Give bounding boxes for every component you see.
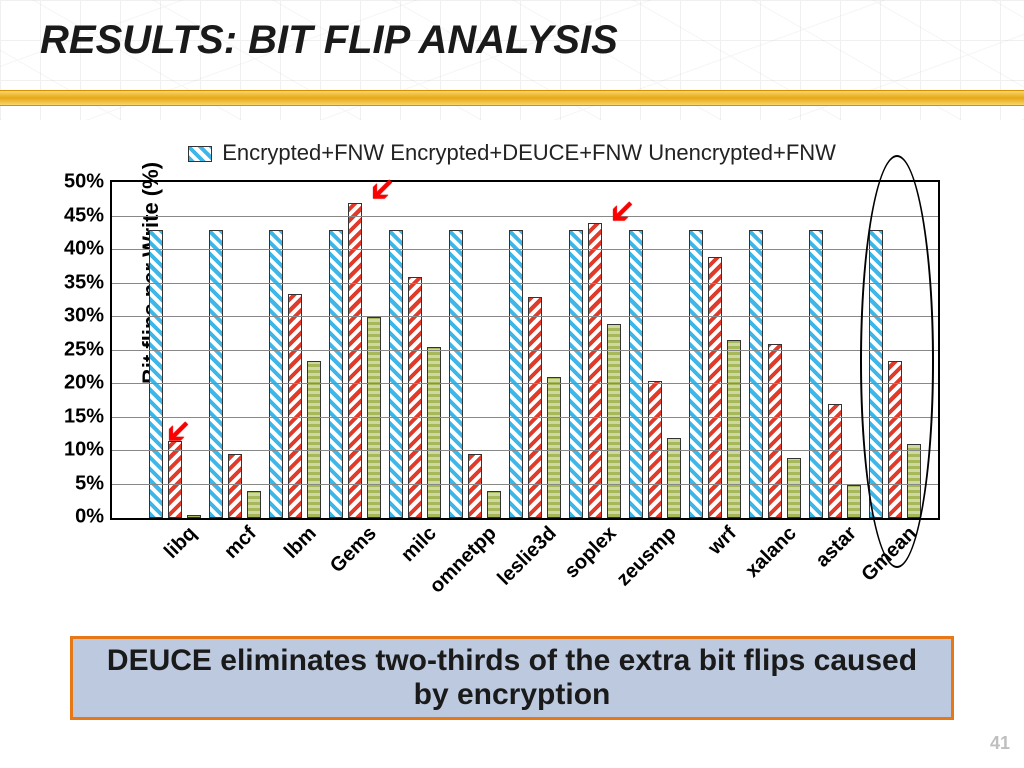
gridline bbox=[112, 484, 938, 485]
y-tick-label: 20% bbox=[64, 372, 112, 395]
bar bbox=[907, 444, 921, 518]
page-number: 41 bbox=[990, 733, 1010, 754]
x-tick-label: Gems bbox=[321, 518, 381, 578]
bar bbox=[168, 441, 182, 518]
y-tick-label: 15% bbox=[64, 405, 112, 428]
y-tick-label: 35% bbox=[64, 271, 112, 294]
bar bbox=[389, 230, 403, 518]
bar bbox=[509, 230, 523, 518]
bar bbox=[468, 454, 482, 518]
gridline bbox=[112, 350, 938, 351]
bar bbox=[547, 377, 561, 518]
gridline bbox=[112, 417, 938, 418]
bar bbox=[768, 344, 782, 518]
x-tick-label: zeusmp bbox=[608, 518, 681, 591]
gridline bbox=[112, 383, 938, 384]
legend-swatch-blue bbox=[188, 146, 212, 162]
y-tick-label: 10% bbox=[64, 439, 112, 462]
bar bbox=[689, 230, 703, 518]
bar bbox=[487, 491, 501, 518]
bar bbox=[708, 257, 722, 518]
y-tick-label: 40% bbox=[64, 238, 112, 261]
bar bbox=[588, 223, 602, 518]
gridline bbox=[112, 216, 938, 217]
bar bbox=[329, 230, 343, 518]
bar bbox=[449, 230, 463, 518]
gridline bbox=[112, 316, 938, 317]
y-tick-label: 30% bbox=[64, 305, 112, 328]
bar bbox=[247, 491, 261, 518]
bar bbox=[607, 324, 621, 518]
bar bbox=[847, 485, 861, 519]
bar bbox=[149, 230, 163, 518]
caption-text: DEUCE eliminates two-thirds of the extra… bbox=[93, 644, 931, 712]
y-tick-label: 5% bbox=[75, 472, 112, 495]
bar bbox=[787, 458, 801, 518]
bar bbox=[348, 203, 362, 518]
y-tick-label: 50% bbox=[64, 171, 112, 194]
bar bbox=[228, 454, 242, 518]
bar bbox=[888, 361, 902, 518]
x-tick-label: lbm bbox=[275, 518, 321, 564]
bar bbox=[828, 404, 842, 518]
y-tick-label: 0% bbox=[75, 506, 112, 529]
bar bbox=[749, 230, 763, 518]
x-tick-label: Gmean bbox=[853, 518, 921, 586]
chart-plot-area: libqmcflbmGemsmilcomnetppleslie3dsoplexz… bbox=[110, 180, 940, 520]
gold-divider bbox=[0, 90, 1024, 106]
bar bbox=[569, 230, 583, 518]
bar bbox=[408, 277, 422, 518]
bar bbox=[367, 317, 381, 518]
bar bbox=[209, 230, 223, 518]
x-tick-label: mcf bbox=[215, 518, 261, 564]
gridline bbox=[112, 283, 938, 284]
x-tick-label: milc bbox=[392, 518, 441, 567]
bar bbox=[269, 230, 283, 518]
bar bbox=[528, 297, 542, 518]
x-tick-label: wrf bbox=[699, 518, 741, 560]
bar bbox=[187, 515, 201, 518]
gridline bbox=[112, 450, 938, 451]
x-tick-label: libq bbox=[155, 518, 201, 564]
bar bbox=[869, 230, 883, 518]
bar bbox=[427, 347, 441, 518]
x-tick-label: leslie3d bbox=[489, 518, 561, 590]
bar bbox=[629, 230, 643, 518]
slide-title: RESULTS: BIT FLIP ANALYSIS bbox=[40, 18, 618, 63]
bar bbox=[307, 361, 321, 518]
caption-box: DEUCE eliminates two-thirds of the extra… bbox=[70, 636, 954, 720]
x-tick-label: astar bbox=[807, 518, 861, 572]
y-tick-label: 45% bbox=[64, 204, 112, 227]
y-tick-label: 25% bbox=[64, 338, 112, 361]
legend-text: Encrypted+FNW Encrypted+DEUCE+FNW Unencr… bbox=[222, 140, 836, 165]
gridline bbox=[112, 249, 938, 250]
bar bbox=[727, 340, 741, 518]
bar bbox=[809, 230, 823, 518]
x-tick-label: xalanc bbox=[736, 518, 801, 583]
